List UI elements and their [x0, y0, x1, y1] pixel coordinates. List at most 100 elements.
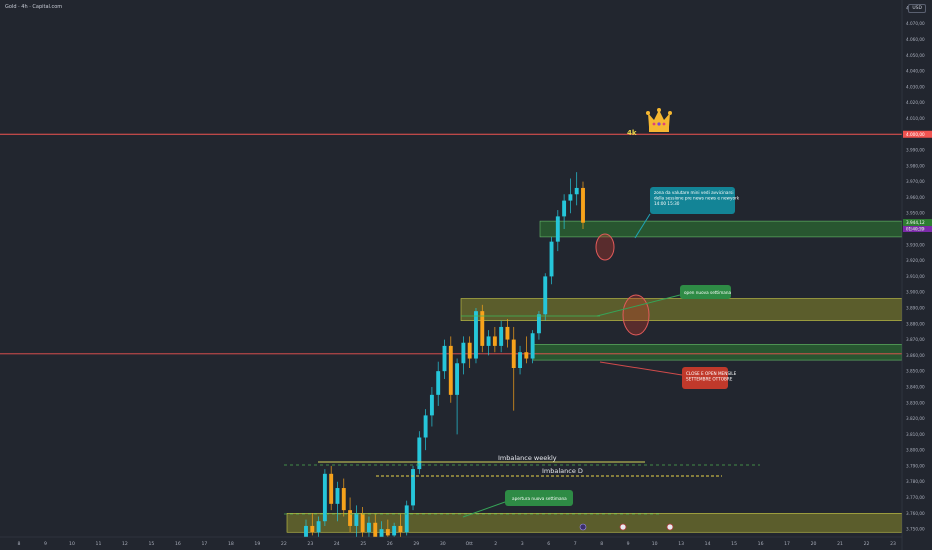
candle-body [574, 187, 579, 195]
note-close[interactable]: CLOSE E OPEN MENSILE SETTEMBRE OTTOBRE [682, 367, 737, 389]
countdown-label: 01:40:19 [906, 227, 924, 232]
price-tick-label: 4.020,00 [906, 100, 925, 105]
candle-body [543, 276, 548, 315]
event-marker-icon[interactable] [579, 523, 587, 531]
price-tick-label: 3.990,00 [906, 148, 925, 153]
candle-body [367, 522, 371, 533]
candle-body [348, 510, 353, 526]
callout-pointer-apertura [462, 501, 506, 518]
callout-pointer-zone [634, 213, 651, 239]
time-tick-label: 22 [864, 541, 870, 547]
time-tick-label: 6 [547, 541, 550, 547]
time-tick-label: 30 [440, 541, 446, 547]
time-tick-label: 15 [148, 541, 154, 547]
candle-body [411, 469, 415, 506]
price-tick-label: 4.030,00 [906, 84, 925, 89]
candle-body [335, 488, 340, 504]
price-tick-label: 3.810,00 [906, 432, 925, 437]
note-close-text: CLOSE E OPEN MENSILE SETTEMBRE OTTOBRE [686, 371, 737, 382]
time-tick-label: 17 [201, 541, 207, 547]
candle-body [474, 311, 478, 359]
price-axis[interactable]: 4.080,004.070,004.060,004.050,004.040,00… [901, 0, 932, 550]
note-zone-text: zona da valutare mini vedi avvicinarsi de… [654, 190, 740, 206]
zone-olive [286, 513, 903, 533]
time-tick-label: 13 [678, 541, 684, 547]
time-axis[interactable]: 8 9 10 11 12 15 16 17 18 19 22 23 24 25 26 29 30 Ott 2 3 6 7 8… [0, 523, 902, 550]
price-tick-label: 3.900,00 [906, 290, 925, 295]
candle-body [316, 521, 321, 533]
candle-body [492, 336, 497, 346]
note-open[interactable]: open nuova settimana [680, 285, 732, 299]
symbol-title[interactable]: Gold · 4h · Capital.com [5, 4, 63, 10]
candle-body [429, 394, 434, 416]
candle-body [404, 505, 409, 533]
level-price-tag [903, 130, 932, 138]
candle-body [310, 525, 315, 533]
candle-body [417, 437, 422, 470]
candle-body [322, 473, 327, 522]
time-tick-label: 20 [811, 541, 817, 547]
price-tick-label: 3.890,00 [906, 305, 925, 310]
note-zone[interactable]: zona da valutare mini vedi avvicinarsi de… [650, 187, 740, 214]
time-tick-label: 9 [44, 541, 47, 547]
candle-body [329, 473, 334, 504]
note-apertura-text: apertura nuova settimana [512, 496, 567, 501]
price-labels: 4.080,004.070,004.060,004.050,004.040,00… [903, 5, 932, 532]
time-tick-label: 8 [18, 541, 21, 547]
price-tick-label: 3.780,00 [906, 479, 925, 484]
candle-body [360, 513, 365, 533]
candle-body [555, 216, 560, 242]
callout-pointer-close [599, 361, 683, 376]
candle-body [530, 333, 535, 359]
price-tick-label: 4.050,00 [906, 53, 925, 58]
candles-layer [304, 172, 585, 545]
price-tick-label: 4.010,00 [906, 116, 925, 121]
time-tick-label: 8 [600, 541, 603, 547]
current-price-label: 3.944,12 [906, 220, 925, 225]
price-tick-label: 3.960,00 [906, 195, 925, 200]
time-tick-label: 29 [413, 541, 419, 547]
countdown-tag [903, 226, 932, 233]
zone-green [539, 220, 903, 238]
imbalance-weekly-label: Imbalance weekly [498, 454, 557, 462]
price-tick-label: 3.800,00 [906, 448, 925, 453]
time-tick-label: Ott [466, 541, 473, 547]
callout-pointer-open [596, 294, 681, 317]
candle-body [486, 336, 491, 346]
event-flag-us-icon-2[interactable] [666, 523, 674, 531]
price-tick-label: 3.970,00 [906, 179, 925, 184]
time-tick-label: 10 [69, 541, 75, 547]
highlight-circle-2[interactable] [622, 294, 650, 336]
candle-body [354, 513, 359, 526]
candle-body [549, 241, 554, 277]
candle-body [392, 525, 397, 536]
candle-body [518, 352, 522, 369]
drawings-layer[interactable]: Imbalance weekly Imbalance D zona da val… [284, 108, 760, 518]
zone-green [532, 344, 903, 361]
time-labels: 8 9 10 11 12 15 16 17 18 19 22 23 24 25 26 29 30 Ott 2 3 6 7 8… [18, 541, 896, 547]
currency-badge[interactable]: USD [908, 4, 926, 13]
price-tick-label: 3.790,00 [906, 463, 925, 468]
time-tick-label: 25 [360, 541, 366, 547]
price-tick-label: 3.820,00 [906, 416, 925, 421]
candle-body [511, 339, 516, 369]
candle-body [568, 194, 573, 201]
imbalance-d-label: Imbalance D [542, 467, 583, 475]
candle-body [379, 529, 384, 537]
candle-body [480, 311, 485, 346]
candle-body [373, 522, 378, 537]
level-price-label: 4.000,00 [906, 132, 925, 137]
candle-body [536, 314, 541, 334]
time-tick-label: 22 [281, 541, 287, 547]
time-tick-label: 18 [228, 541, 234, 547]
note-apertura[interactable]: apertura nuova settimana [505, 490, 573, 506]
time-tick-label: 14 [705, 541, 711, 547]
event-flag-us-icon[interactable] [619, 523, 627, 531]
price-tick-label: 3.830,00 [906, 400, 925, 405]
price-tick-label: 3.880,00 [906, 321, 925, 326]
price-tick-label: 3.950,00 [906, 211, 925, 216]
price-tick-label: 3.920,00 [906, 258, 925, 263]
highlight-circle-1[interactable] [595, 233, 615, 261]
